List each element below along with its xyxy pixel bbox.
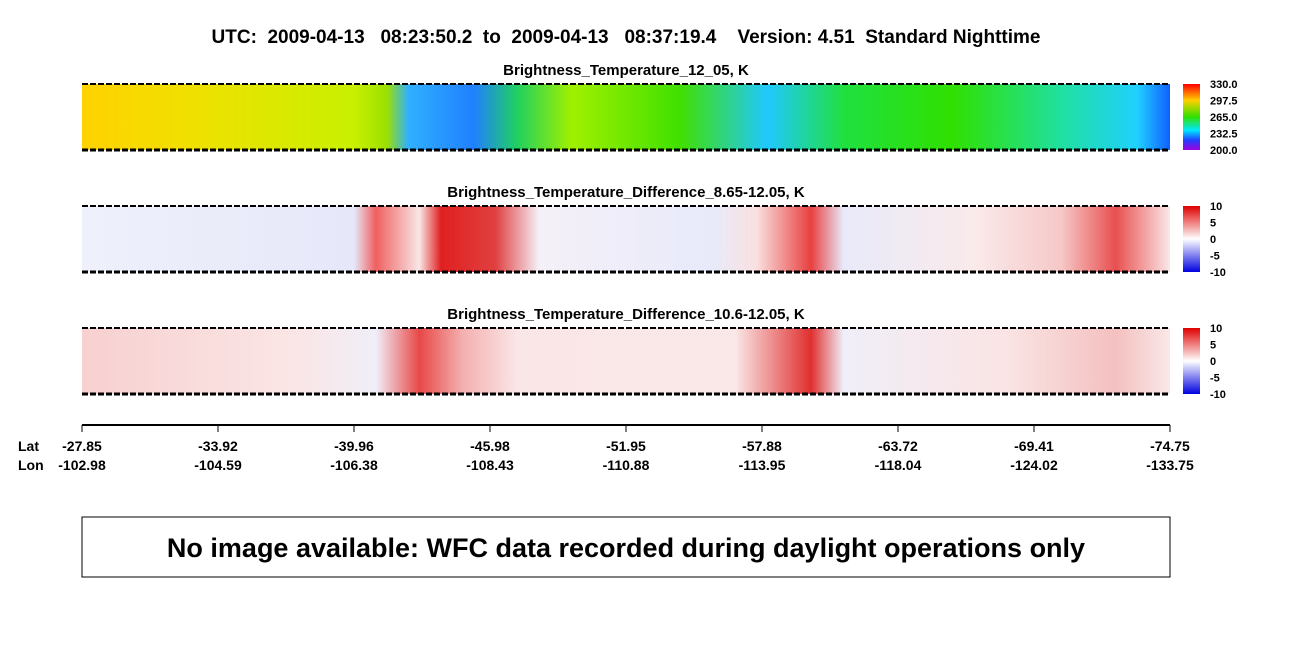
colorbar-label: 265.0 (1210, 112, 1238, 124)
colorbar (1183, 84, 1200, 150)
lat-lon-axis: Lat Lon -27.85 -102.98 -33.92 -104.59 -39.96… (18, 424, 1194, 473)
panel-title: Brightness_Temperature_12_05, K (503, 62, 749, 79)
colorbar-label: 10 (1210, 201, 1222, 213)
lon-value: -108.43 (466, 457, 514, 473)
page-title: UTC: 2009-04-13 08:23:50.2 to 2009-04-13… (212, 27, 1041, 48)
colorbar-label: 232.5 (1210, 129, 1238, 141)
panel-title: Brightness_Temperature_Difference_10.6-1… (447, 306, 805, 323)
colorbar-label: -10 (1210, 389, 1226, 401)
colorbar-label: 200.0 (1210, 145, 1238, 157)
lat-value: -57.88 (742, 438, 782, 454)
colorbar-label: 0 (1210, 234, 1216, 246)
lat-value: -69.41 (1014, 438, 1054, 454)
lon-value: -110.88 (603, 457, 650, 473)
colorbar-label: 297.5 (1210, 96, 1238, 108)
panel-image (82, 84, 1170, 150)
lon-label: Lon (18, 457, 44, 473)
lon-value: -133.75 (1146, 457, 1194, 473)
lat-value: -74.75 (1150, 438, 1190, 454)
colorbar-label: 5 (1210, 340, 1216, 352)
lon-value: -118.04 (875, 457, 922, 473)
panels: Brightness_Temperature_12_05, K 330.0 297.… (82, 62, 1238, 401)
lon-value: -124.02 (1010, 457, 1058, 473)
panel-image (82, 328, 1170, 394)
colorbar-label: -5 (1210, 251, 1220, 263)
colorbar-label: -10 (1210, 267, 1226, 279)
colorbar-label: 330.0 (1210, 79, 1238, 91)
message-box (81, 516, 1171, 578)
lat-value: -51.95 (606, 438, 646, 454)
lat-value: -27.85 (62, 438, 102, 454)
message: No image available: WFC data recorded du… (167, 533, 1085, 563)
colorbar-label: 5 (1210, 218, 1216, 230)
lon-value: -113.95 (739, 457, 786, 473)
panel-image (82, 206, 1170, 272)
colorbar-label: 10 (1210, 323, 1222, 335)
colorbar-label: -5 (1210, 373, 1220, 385)
lon-value: -106.38 (330, 457, 378, 473)
lat-label: Lat (18, 438, 39, 454)
lat-value: -39.96 (334, 438, 374, 454)
colorbar-label: 0 (1210, 356, 1216, 368)
lat-value: -45.98 (470, 438, 510, 454)
lon-value: -102.98 (58, 457, 106, 473)
lat-value: -33.92 (198, 438, 238, 454)
colorbar (1183, 206, 1200, 272)
lon-value: -104.59 (194, 457, 242, 473)
panel-title: Brightness_Temperature_Difference_8.65-1… (447, 184, 805, 201)
colorbar (1183, 328, 1200, 394)
lat-value: -63.72 (878, 438, 918, 454)
